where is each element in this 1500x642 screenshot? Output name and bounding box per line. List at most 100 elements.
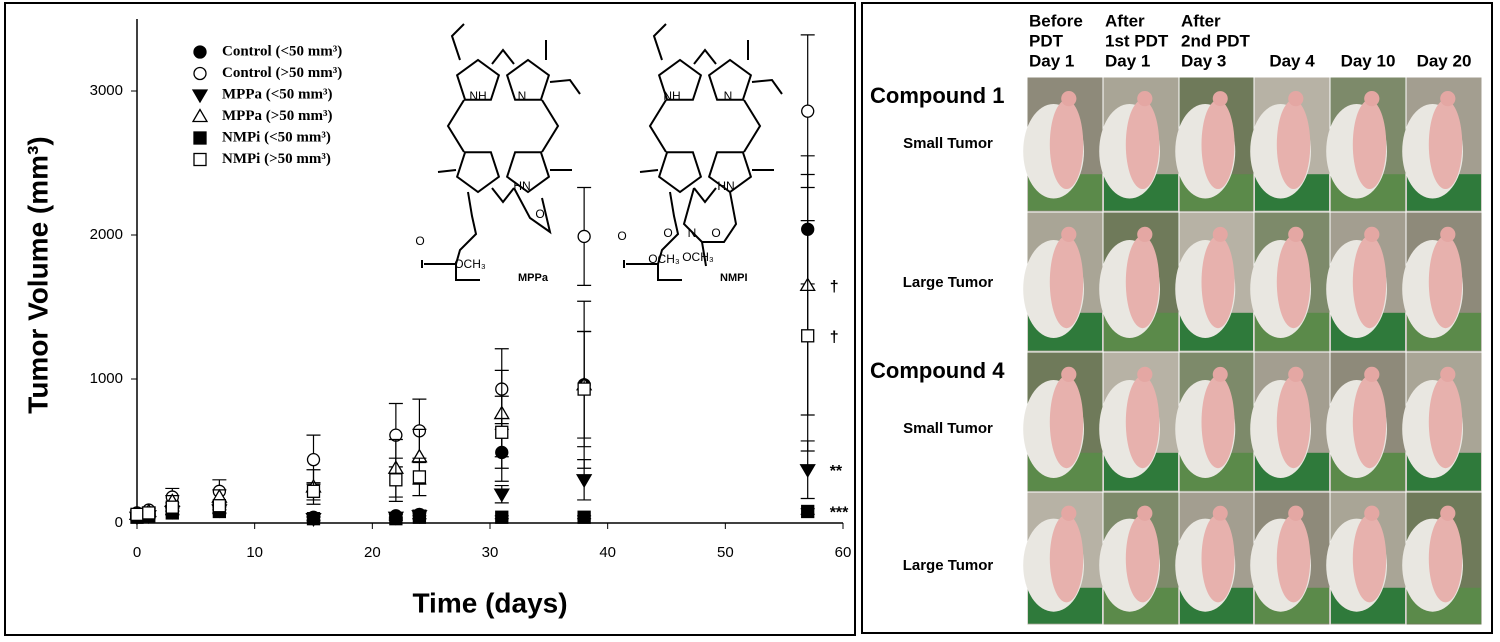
- column-header: Day 1: [1029, 51, 1074, 70]
- x-tick-label: 40: [599, 544, 616, 561]
- mouse-head: [1440, 505, 1456, 521]
- pyrrole-ring: [505, 58, 551, 101]
- legend-marker: [193, 131, 207, 145]
- point: [577, 229, 591, 244]
- series: [128, 155, 816, 521]
- mouse: [1125, 514, 1160, 603]
- atom-label: OCH₃: [648, 252, 680, 266]
- legend-marker: [191, 108, 209, 123]
- mouse-head: [1212, 366, 1228, 382]
- atom-label: HN: [717, 179, 734, 193]
- atom-label: NH: [469, 89, 486, 103]
- group-label: Compound 1: [870, 83, 1004, 108]
- point: [306, 452, 321, 467]
- row-label: Small Tumor: [903, 135, 993, 152]
- atom-label: N: [688, 226, 697, 240]
- legend-marker: [193, 45, 207, 59]
- mouse-head: [1440, 226, 1456, 242]
- column-header: 2nd PDT: [1181, 31, 1251, 50]
- annotation: †: [830, 329, 839, 346]
- mouse-head: [1061, 226, 1077, 242]
- ring-six: [682, 187, 738, 267]
- atom-label: NH: [663, 89, 680, 103]
- mouse: [1125, 375, 1160, 469]
- mouse: [1352, 99, 1387, 190]
- mouse-head: [1061, 505, 1077, 521]
- point: [389, 473, 403, 487]
- mouse-head: [1061, 366, 1077, 382]
- mouse: [1201, 514, 1235, 603]
- structure-name: NMPI: [720, 272, 748, 284]
- mouse: [1428, 99, 1463, 190]
- point: [495, 425, 509, 439]
- atom-label: O: [535, 207, 544, 221]
- column-header: After: [1105, 11, 1145, 30]
- atom-label: OCH₃: [454, 257, 486, 271]
- point: [165, 500, 179, 514]
- y-tick-label: 2000: [90, 226, 123, 243]
- mouse: [1049, 235, 1084, 329]
- atom-label: N: [724, 89, 733, 103]
- mouse-head: [1137, 505, 1153, 521]
- point: [130, 507, 144, 522]
- column-header: Before: [1029, 11, 1083, 30]
- mouse: [1049, 99, 1084, 190]
- ring-five: [513, 187, 552, 235]
- mouse-head: [1212, 226, 1228, 242]
- mouse: [1201, 235, 1235, 329]
- point: [142, 506, 156, 520]
- atom-label: O: [617, 229, 626, 243]
- mouse: [1352, 514, 1387, 603]
- mouse-head: [1212, 505, 1228, 521]
- mouse: [1428, 514, 1463, 603]
- mouse: [1276, 99, 1311, 190]
- legend-label: NMPi (>50 mm³): [222, 151, 331, 167]
- atom-label: O: [415, 234, 424, 248]
- mouse-head: [1364, 226, 1380, 242]
- legend-marker: [191, 89, 209, 104]
- y-tick-label: 0: [115, 514, 123, 531]
- point: [577, 510, 591, 524]
- mouse: [1276, 514, 1311, 603]
- row-label: Small Tumor: [903, 420, 993, 437]
- point: [389, 512, 403, 526]
- photo-frame: [861, 2, 1493, 634]
- x-tick-label: 20: [364, 544, 381, 561]
- mouse-head: [1440, 366, 1456, 382]
- point: [412, 470, 427, 484]
- mouse: [1201, 99, 1235, 190]
- mouse: [1276, 235, 1311, 329]
- mouse-head: [1288, 226, 1304, 242]
- mouse-head: [1061, 91, 1077, 107]
- point: [495, 510, 509, 524]
- point: [801, 104, 815, 118]
- x-tick-label: 30: [482, 544, 499, 561]
- pyrrole-ring: [657, 151, 703, 194]
- atom-label: O: [711, 226, 720, 240]
- mouse-head: [1137, 91, 1153, 107]
- chart-frame: [4, 2, 856, 636]
- legend-label: Control (>50 mm³): [222, 65, 342, 81]
- mouse-head: [1364, 366, 1380, 382]
- annotation: **: [830, 463, 843, 480]
- column-header: Day 3: [1181, 51, 1226, 70]
- point: [576, 474, 593, 489]
- group-label: Compound 4: [870, 358, 1005, 383]
- y-tick-label: 3000: [90, 82, 123, 99]
- column-header: Day 20: [1417, 51, 1472, 70]
- structure: NH N HN O O OCH₃ MPPa: [415, 23, 581, 284]
- mouse: [1276, 375, 1311, 469]
- pyrrole-ring: [455, 58, 501, 101]
- series: [128, 440, 816, 527]
- x-tick-label: 50: [717, 544, 734, 561]
- mouse-head: [1212, 91, 1228, 107]
- mouse-head: [1137, 366, 1153, 382]
- column-header: Day 10: [1341, 51, 1396, 70]
- row-label: Large Tumor: [903, 557, 994, 574]
- column-header: PDT: [1029, 31, 1064, 50]
- legend-label: NMPi (<50 mm³): [222, 129, 331, 145]
